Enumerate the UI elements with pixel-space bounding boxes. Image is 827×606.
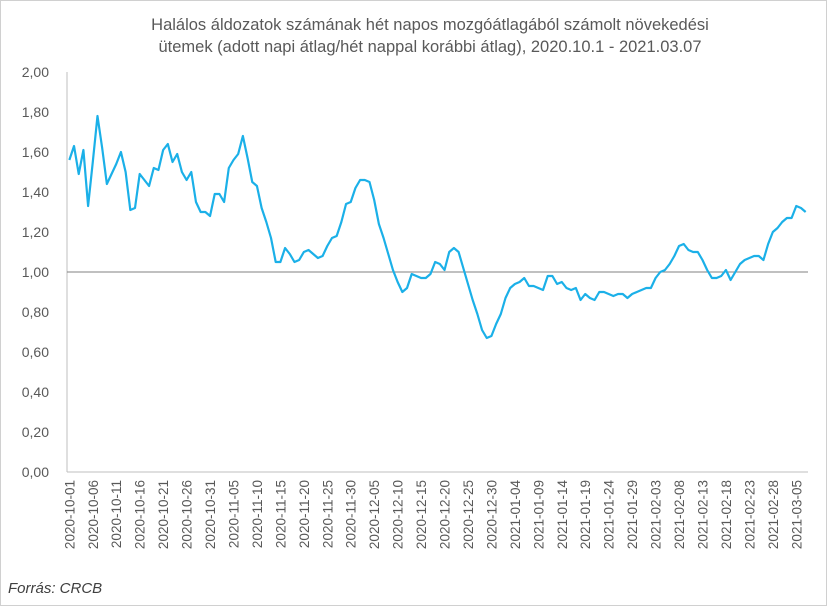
x-tick-label: 2021-02-28 xyxy=(766,480,781,549)
y-tick-label: 1,00 xyxy=(22,264,49,280)
x-tick-label: 2020-11-10 xyxy=(250,480,265,548)
x-tick-label: 2021-01-24 xyxy=(602,480,617,550)
x-tick-label: 2021-01-19 xyxy=(578,480,593,549)
x-tick-label: 2021-01-04 xyxy=(508,480,523,550)
y-tick-label: 1,80 xyxy=(22,104,49,120)
y-tick-label: 0,60 xyxy=(22,344,49,360)
y-tick-label: 1,40 xyxy=(22,184,49,200)
x-tick-label: 2021-02-03 xyxy=(649,480,664,549)
y-tick-label: 1,60 xyxy=(22,144,49,160)
x-tick-label: 2021-02-23 xyxy=(742,480,757,549)
x-tick-label: 2021-02-13 xyxy=(695,480,710,549)
x-tick-label: 2020-10-21 xyxy=(156,480,171,549)
x-tick-label: 2021-02-08 xyxy=(672,480,687,549)
x-tick-label: 2020-10-01 xyxy=(62,480,77,549)
x-tick-label: 2020-12-25 xyxy=(461,480,476,549)
x-tick-label: 2020-10-16 xyxy=(133,480,148,549)
chart-title-line-2: ütemek (adott napi átlag/hét nappal korá… xyxy=(158,38,702,56)
y-tick-label: 2,00 xyxy=(22,64,49,80)
x-tick-label: 2020-12-15 xyxy=(414,480,429,549)
y-tick-label: 0,00 xyxy=(22,464,49,480)
x-tick-label: 2021-01-14 xyxy=(555,480,570,550)
x-tick-label: 2021-01-29 xyxy=(625,480,640,549)
x-tick-label: 2020-12-30 xyxy=(484,480,499,549)
x-tick-label: 2020-11-25 xyxy=(320,480,335,548)
x-tick-label: 2020-12-20 xyxy=(438,480,453,549)
y-tick-label: 0,20 xyxy=(22,424,49,440)
source-note: Forrás: CRCB xyxy=(8,580,103,597)
x-tick-label: 2021-03-05 xyxy=(789,480,804,549)
y-tick-label: 1,20 xyxy=(22,224,49,240)
y-tick-label: 0,40 xyxy=(22,384,49,400)
x-tick-label: 2020-10-26 xyxy=(180,480,195,549)
x-tick-label: 2020-11-20 xyxy=(297,480,312,548)
x-tick-label: 2021-01-09 xyxy=(531,480,546,549)
x-tick-label: 2020-11-15 xyxy=(273,480,288,548)
x-tick-label: 2020-10-11 xyxy=(109,480,124,548)
x-tick-label: 2020-12-10 xyxy=(391,480,406,549)
x-tick-label: 2020-10-06 xyxy=(86,480,101,549)
series-line xyxy=(68,114,807,340)
y-tick-label: 0,80 xyxy=(22,304,49,320)
x-tick-label: 2020-11-30 xyxy=(344,480,359,548)
x-tick-label: 2020-10-31 xyxy=(203,480,218,549)
chart-title: Halálos áldozatok számának hét napos moz… xyxy=(70,14,790,58)
x-tick-label: 2021-02-18 xyxy=(719,480,734,549)
x-tick-label: 2020-12-05 xyxy=(367,480,382,549)
x-tick-label: 2020-11-05 xyxy=(226,480,241,548)
chart-title-line-1: Halálos áldozatok számának hét napos moz… xyxy=(151,16,709,34)
